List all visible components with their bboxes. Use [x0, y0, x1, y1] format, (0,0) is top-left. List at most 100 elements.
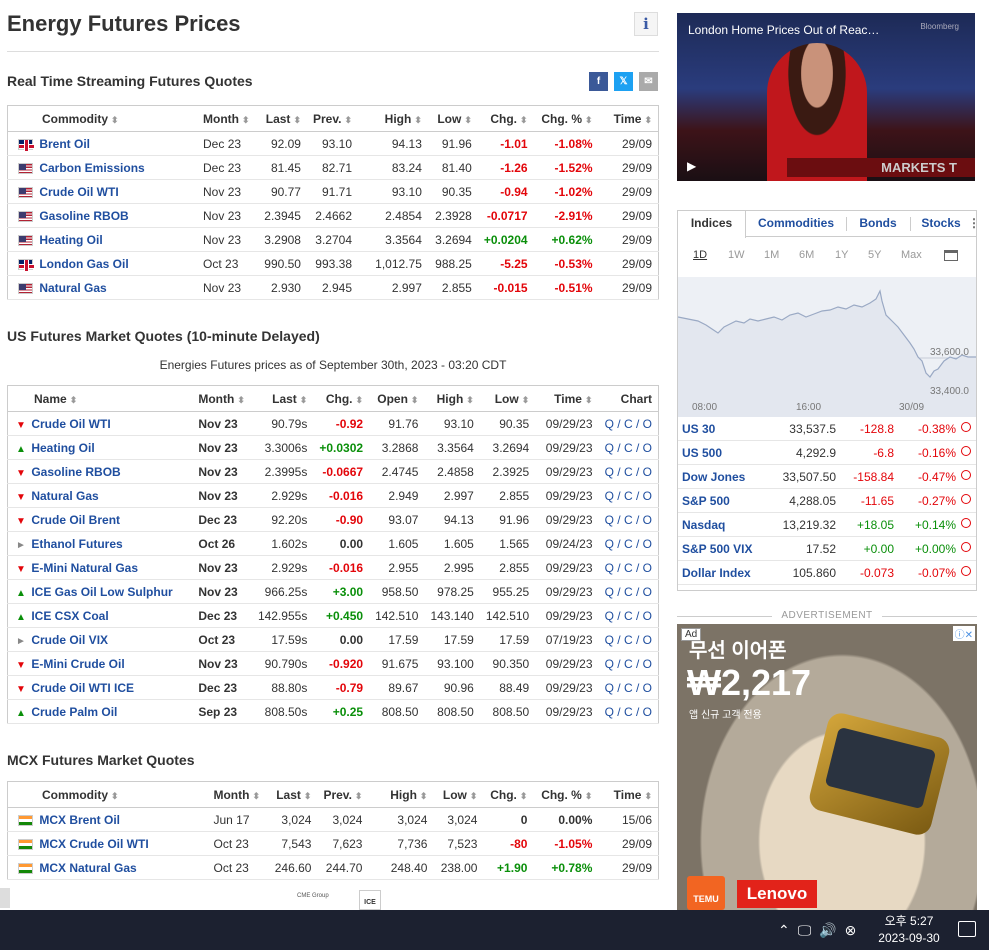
index-name-link[interactable]: S&P 500 VIX — [682, 542, 753, 556]
tab-bonds[interactable]: Bonds — [859, 216, 897, 230]
column-header-time[interactable]: Time ⬍ — [598, 105, 659, 132]
options-link[interactable]: O — [642, 656, 652, 671]
index-name-link[interactable]: Nasdaq — [682, 518, 726, 532]
sort-icon[interactable]: ⬍ — [237, 394, 245, 405]
sort-icon[interactable]: ⬍ — [111, 114, 119, 125]
commodity-cell[interactable]: Crude Oil WTI — [7, 179, 198, 204]
column-header-name[interactable]: Name ⬍ — [7, 385, 193, 412]
column-header-chgp[interactable]: Chg. % ⬍ — [533, 105, 599, 132]
name-cell[interactable]: ▼ Crude Oil Brent — [7, 507, 193, 532]
sort-icon[interactable]: ⬍ — [584, 394, 593, 405]
quote-link[interactable]: Q — [604, 632, 614, 647]
commodity-link[interactable]: Heating Oil — [39, 232, 103, 247]
sort-icon[interactable]: ⬍ — [242, 114, 250, 125]
futures-link[interactable]: Gasoline RBOB — [31, 464, 121, 479]
tab-stocks[interactable]: Stocks — [921, 216, 961, 230]
futures-link[interactable]: ICE Gas Oil Low Sulphur — [31, 584, 173, 599]
sort-icon[interactable]: ⬍ — [344, 114, 352, 125]
range-5y[interactable]: 5Y — [868, 249, 882, 261]
commodity-cell[interactable]: MCX Natural Gas — [7, 855, 208, 880]
column-header-low[interactable]: Low ⬍ — [433, 781, 484, 808]
index-name-link[interactable]: S&P 500 — [682, 494, 730, 508]
futures-link[interactable]: Crude Oil Brent — [31, 512, 121, 527]
name-cell[interactable]: ▼ Gasoline RBOB — [7, 459, 193, 484]
commodity-link[interactable]: Carbon Emissions — [39, 160, 145, 175]
index-name-link[interactable]: US 500 — [682, 446, 723, 460]
options-link[interactable]: O — [642, 488, 652, 503]
twitter-icon[interactable]: 𝕏 — [614, 72, 633, 91]
commodity-cell[interactable]: Natural Gas — [7, 275, 198, 300]
futures-link[interactable]: ICE CSX Coal — [31, 608, 109, 623]
column-header-time[interactable]: Time ⬍ — [598, 781, 659, 808]
options-link[interactable]: O — [642, 416, 652, 431]
advertisement-banner[interactable]: Ad ⓘ✕ 무선 이어폰 ₩2,217 앱 신규 고객 전용 TEMU Leno… — [677, 624, 977, 914]
sort-icon[interactable]: ⬍ — [585, 114, 593, 125]
email-icon[interactable]: ✉ — [639, 72, 658, 91]
chart-link[interactable]: C — [623, 560, 633, 575]
sort-icon[interactable]: ⬍ — [355, 394, 364, 405]
column-header-last[interactable]: Last ⬍ — [257, 105, 307, 132]
name-cell[interactable]: ▼ E-Mini Crude Oil — [7, 651, 193, 676]
quote-link[interactable]: Q — [604, 704, 614, 719]
commodity-cell[interactable]: MCX Crude Oil WTI — [7, 831, 208, 856]
chevron-up-icon[interactable]: ⌃ — [778, 922, 790, 938]
column-header-month[interactable]: Month ⬍ — [192, 385, 252, 412]
volume-icon[interactable]: 🔊 — [819, 922, 837, 938]
column-header-high[interactable]: High ⬍ — [368, 781, 434, 808]
options-link[interactable]: O — [642, 440, 652, 455]
name-cell[interactable]: ▼ Natural Gas — [7, 483, 193, 508]
column-header-open[interactable]: Open ⬍ — [369, 385, 425, 412]
name-cell[interactable]: ▲ Crude Palm Oil — [7, 699, 193, 724]
column-header-chg[interactable]: Chg. ⬍ — [477, 105, 534, 132]
taskbar-clock[interactable]: 오후 5:27 2023-09-30 — [870, 913, 948, 947]
commodity-cell[interactable]: Heating Oil — [7, 227, 198, 252]
options-link[interactable]: O — [642, 584, 652, 599]
column-header-chgp[interactable]: Chg. % ⬍ — [533, 781, 599, 808]
column-header-high[interactable]: High ⬍ — [424, 385, 480, 412]
sort-icon[interactable]: ⬍ — [519, 790, 528, 801]
range-1y[interactable]: 1Y — [835, 249, 849, 261]
sort-icon[interactable]: ⬍ — [69, 394, 78, 405]
quote-link[interactable]: Q — [604, 512, 614, 527]
range-6m[interactable]: 6M — [799, 249, 815, 261]
sort-icon[interactable]: ⬍ — [414, 114, 422, 125]
options-link[interactable]: O — [642, 512, 652, 527]
column-header-prev[interactable]: Prev. ⬍ — [306, 105, 358, 132]
more-menu-icon[interactable]: ⋮ — [968, 216, 980, 230]
sort-icon[interactable]: ⬍ — [520, 114, 528, 125]
commodity-cell[interactable]: Gasoline RBOB — [7, 203, 198, 228]
commodity-link[interactable]: Gasoline RBOB — [39, 208, 129, 223]
index-row[interactable]: Nasdaq 13,219.32 +18.05 +0.14% — [678, 513, 976, 537]
commodity-link[interactable]: MCX Natural Gas — [39, 860, 137, 875]
index-row[interactable]: Dollar Index 105.860 -0.073 -0.07% — [678, 561, 976, 585]
options-link[interactable]: O — [642, 704, 652, 719]
chart-link[interactable]: C — [623, 704, 633, 719]
name-cell[interactable]: ► Crude Oil VIX — [7, 627, 193, 652]
play-icon[interactable]: ▶ — [687, 159, 697, 173]
index-name-link[interactable]: US 30 — [682, 422, 716, 436]
mute-icon[interactable]: ⊗ — [844, 922, 857, 938]
info-icon[interactable]: i — [634, 12, 658, 36]
sort-icon[interactable]: ⬍ — [644, 790, 652, 801]
commodity-link[interactable]: London Gas Oil — [39, 256, 129, 271]
commodity-cell[interactable]: Brent Oil — [7, 131, 198, 156]
column-header-prev[interactable]: Prev. ⬍ — [317, 781, 369, 808]
range-1w[interactable]: 1W — [728, 249, 745, 261]
range-1d[interactable]: 1D — [693, 249, 708, 261]
range-1m[interactable]: 1M — [764, 249, 780, 261]
column-header-high[interactable]: High ⬍ — [358, 105, 428, 132]
futures-link[interactable]: Crude Oil WTI ICE — [31, 680, 135, 695]
index-row[interactable]: S&P 500 VIX 17.52 +0.00 +0.00% — [678, 537, 976, 561]
index-name-link[interactable]: Dollar Index — [682, 566, 751, 580]
futures-link[interactable]: E-Mini Natural Gas — [31, 560, 139, 575]
quote-link[interactable]: Q — [604, 656, 614, 671]
name-cell[interactable]: ▲ ICE Gas Oil Low Sulphur — [7, 579, 193, 604]
side-tab[interactable] — [0, 888, 10, 908]
column-header-chg[interactable]: Chg. ⬍ — [483, 781, 534, 808]
sort-icon[interactable]: ⬍ — [410, 394, 419, 405]
sort-icon[interactable]: ⬍ — [644, 114, 652, 125]
chart-link[interactable]: C — [623, 656, 633, 671]
commodity-link[interactable]: MCX Brent Oil — [39, 812, 121, 827]
column-header-commodity[interactable]: Commodity ⬍ — [7, 105, 198, 132]
commodity-link[interactable]: Crude Oil WTI — [39, 184, 119, 199]
